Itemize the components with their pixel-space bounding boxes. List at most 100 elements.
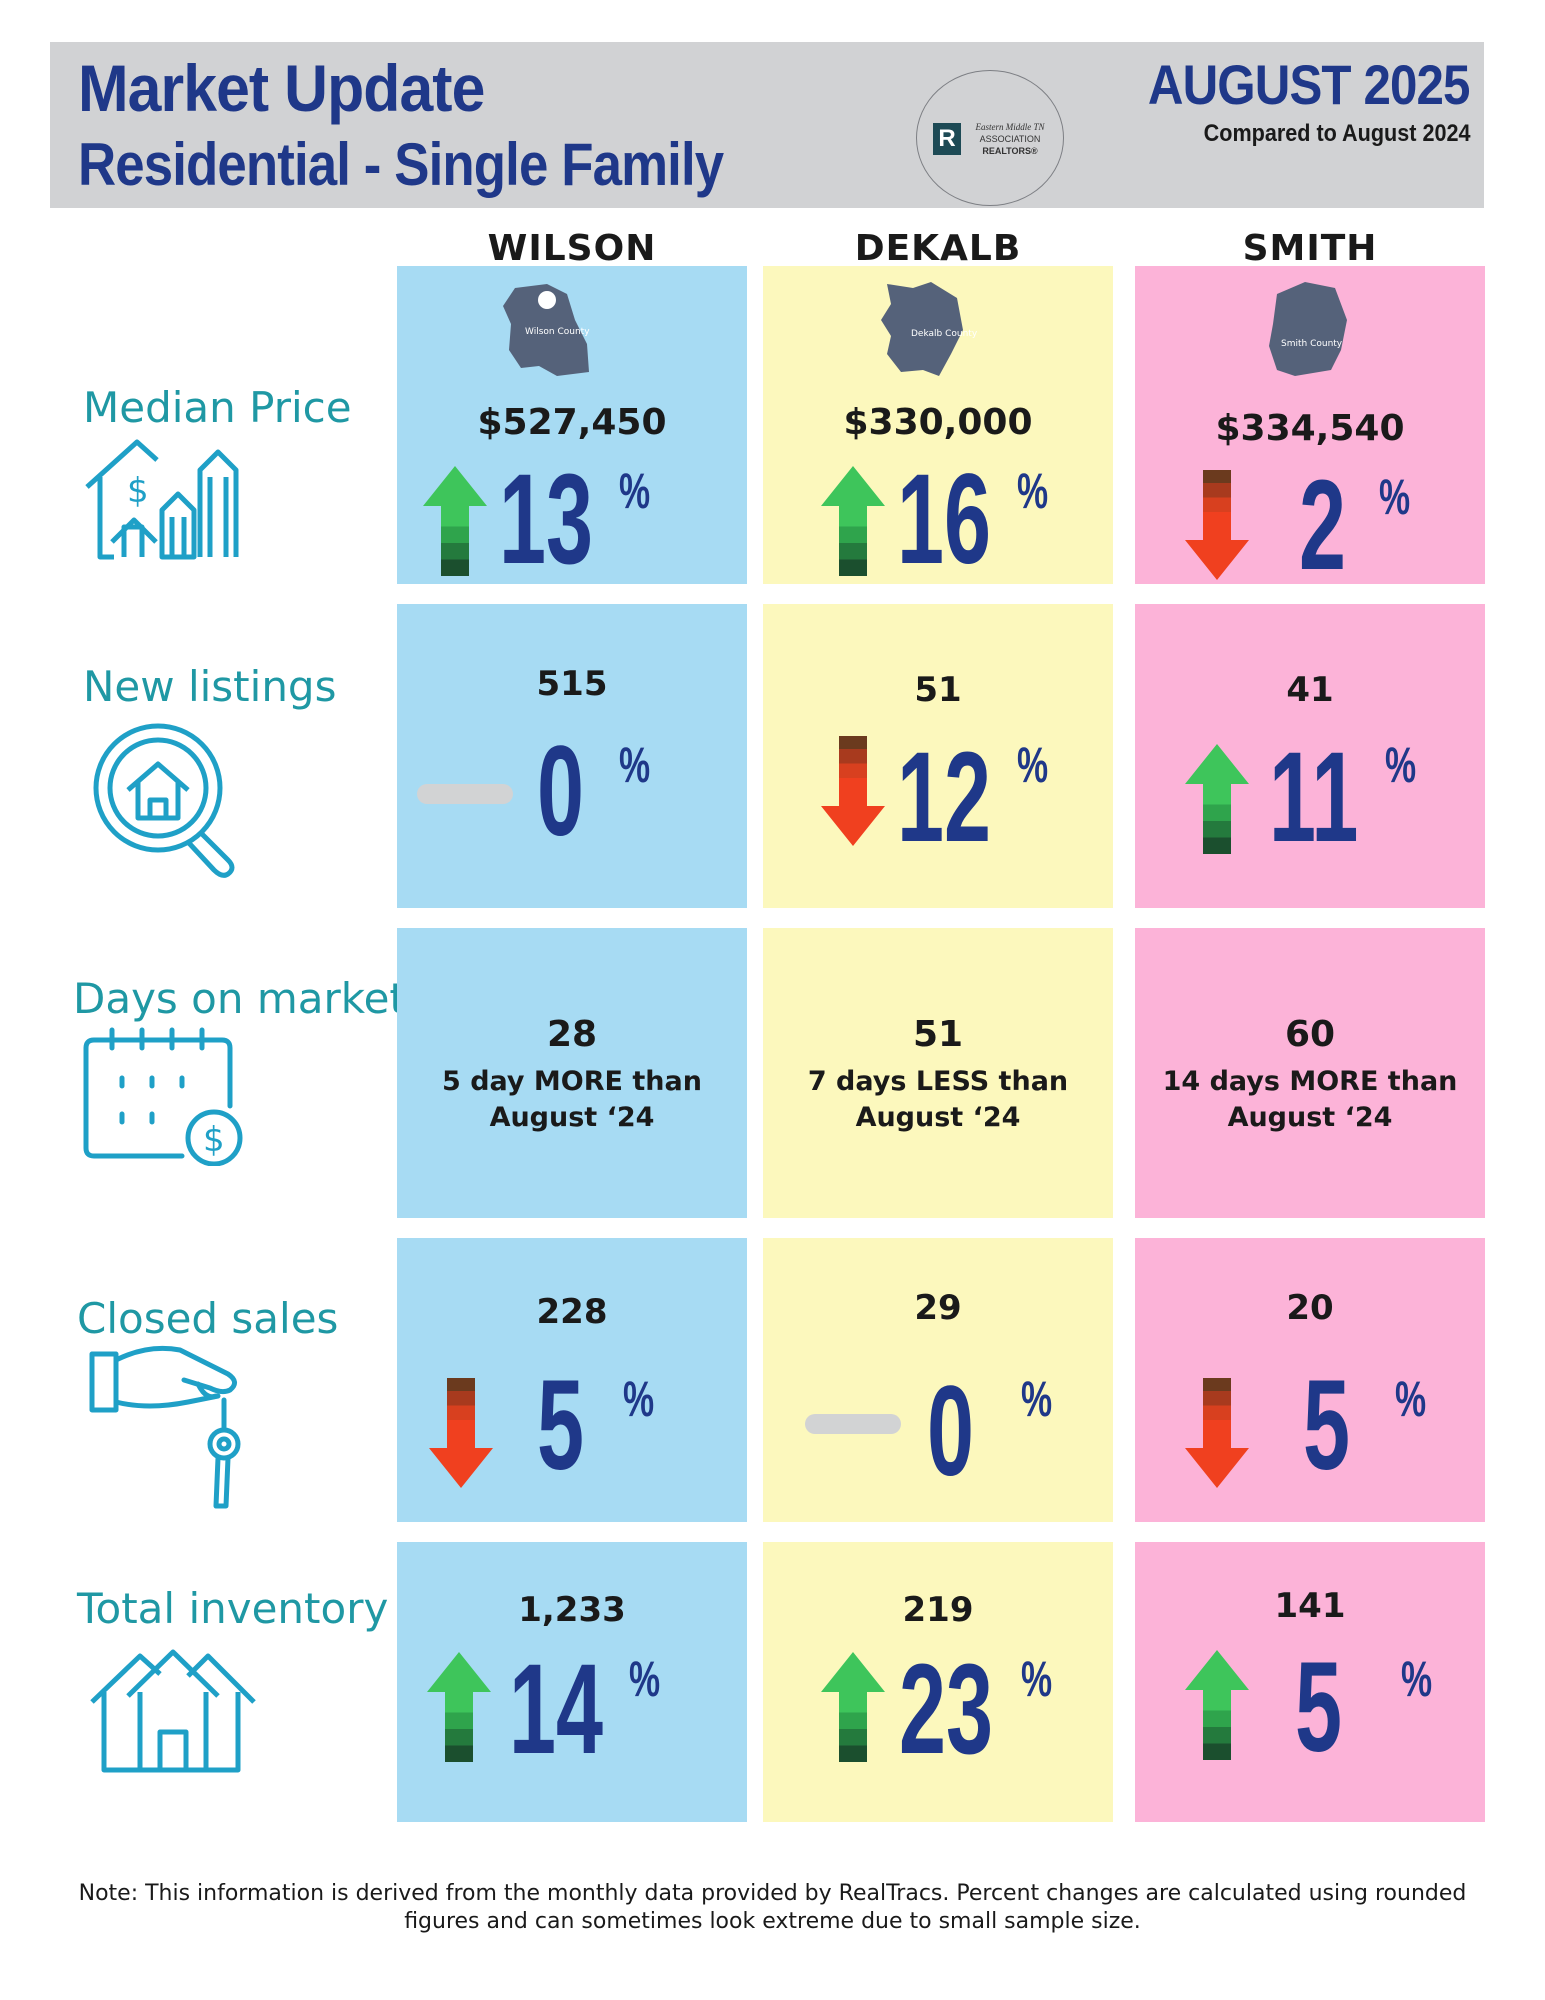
svg-text:$: $ bbox=[127, 471, 149, 511]
no-change-dash-icon bbox=[805, 1414, 901, 1434]
median-price-wilson: $527,450 bbox=[477, 402, 667, 443]
pct-change-closed-sales-wilson: 5 bbox=[537, 1354, 584, 1497]
row-label-days-on-market: Days on market bbox=[73, 974, 406, 1023]
up-arrow-icon bbox=[821, 466, 885, 576]
svg-text:Smith County: Smith County bbox=[1281, 339, 1343, 349]
card-new-listings-wilson: 515 0 % bbox=[397, 604, 747, 908]
hand-key-icon bbox=[89, 1345, 241, 1509]
logo-line-2: ASSOCIATION bbox=[979, 134, 1041, 144]
card-days-on-market-wilson: 28 5 day MORE than August ‘24 bbox=[397, 928, 747, 1218]
percent-sign: % bbox=[1021, 1371, 1053, 1427]
card-new-listings-smith: 41 11 % bbox=[1135, 604, 1485, 908]
median-price-dekalb: $330,000 bbox=[843, 402, 1033, 443]
svg-text:Wilson County: Wilson County bbox=[525, 327, 590, 337]
percent-sign: % bbox=[619, 463, 651, 519]
comparison-period: Compared to August 2024 bbox=[1203, 120, 1470, 147]
card-closed-sales-dekalb: 29 0 % bbox=[763, 1238, 1113, 1522]
dom-comparison-line-2: August ‘24 bbox=[489, 1102, 655, 1133]
percent-sign: % bbox=[1017, 737, 1049, 793]
dekalb-county-map-icon: Dekalb County bbox=[881, 282, 978, 376]
down-arrow-icon bbox=[821, 736, 885, 846]
pct-change-new-listings-dekalb: 12 bbox=[897, 726, 991, 869]
dom-comparison-line-1: 7 days LESS than bbox=[807, 1066, 1069, 1097]
card-total-inventory-dekalb: 219 23 % bbox=[763, 1542, 1113, 1822]
row-label-closed-sales: Closed sales bbox=[77, 1294, 339, 1343]
down-arrow-icon bbox=[1185, 470, 1249, 580]
pct-change-median-price-dekalb: 16 bbox=[897, 448, 991, 591]
card-median-price-dekalb: Dekalb County $330,000 16 % bbox=[763, 266, 1113, 584]
svg-text:$: $ bbox=[203, 1120, 225, 1160]
percent-sign: % bbox=[1017, 463, 1049, 519]
closed-sales-wilson: 228 bbox=[536, 1292, 608, 1332]
row-label-new-listings: New listings bbox=[83, 662, 337, 711]
percent-sign: % bbox=[1385, 737, 1417, 793]
percent-sign: % bbox=[1401, 1651, 1433, 1707]
logo-line-1: Eastern Middle TN bbox=[975, 122, 1045, 132]
up-arrow-icon bbox=[1185, 1650, 1249, 1760]
percent-sign: % bbox=[629, 1651, 661, 1707]
days-on-market-dekalb: 51 bbox=[912, 1014, 964, 1055]
card-total-inventory-wilson: 1,233 14 % bbox=[397, 1542, 747, 1822]
houses-icon bbox=[90, 1649, 256, 1773]
total-inventory-wilson: 1,233 bbox=[518, 1590, 626, 1630]
card-days-on-market-smith: 60 14 days MORE than August ‘24 bbox=[1135, 928, 1485, 1218]
pct-change-total-inventory-dekalb: 23 bbox=[899, 1638, 993, 1781]
total-inventory-smith: 141 bbox=[1274, 1586, 1346, 1626]
percent-sign: % bbox=[623, 1371, 655, 1427]
up-arrow-icon bbox=[1185, 744, 1249, 854]
realtors-association-logo: R Eastern Middle TN ASSOCIATION REALTORS… bbox=[916, 70, 1064, 206]
percent-sign: % bbox=[1395, 1371, 1427, 1427]
dom-comparison-line-2: August ‘24 bbox=[1227, 1102, 1393, 1133]
percent-sign: % bbox=[619, 737, 651, 793]
new-listings-dekalb: 51 bbox=[914, 670, 962, 710]
smith-county-map-icon: Smith County bbox=[1269, 282, 1347, 376]
percent-sign: % bbox=[1021, 1651, 1053, 1707]
card-closed-sales-smith: 20 5 % bbox=[1135, 1238, 1485, 1522]
page-subtitle: Residential - Single Family bbox=[78, 131, 724, 198]
down-arrow-icon bbox=[1185, 1378, 1249, 1488]
pct-change-new-listings-wilson: 0 bbox=[537, 720, 584, 863]
pct-change-median-price-smith: 2 bbox=[1299, 454, 1346, 597]
svg-text:Dekalb County: Dekalb County bbox=[911, 329, 978, 339]
calendar-dollar-icon: $ bbox=[83, 1027, 243, 1166]
days-on-market-wilson: 28 bbox=[546, 1014, 598, 1055]
card-median-price-wilson: Wilson County $527,450 13 % bbox=[397, 266, 747, 584]
pct-change-total-inventory-wilson: 14 bbox=[509, 1638, 603, 1781]
total-inventory-dekalb: 219 bbox=[902, 1590, 974, 1630]
up-arrow-icon bbox=[427, 1652, 491, 1762]
report-month: AUGUST 2025 bbox=[1148, 53, 1471, 116]
realtor-r-logo-icon: R bbox=[933, 123, 961, 155]
new-listings-smith: 41 bbox=[1286, 670, 1334, 710]
footnote: Note: This information is derived from t… bbox=[78, 1881, 1467, 1934]
column-header-smith: SMITH bbox=[1242, 228, 1378, 269]
column-header-wilson: WILSON bbox=[487, 228, 657, 269]
new-listings-wilson: 515 bbox=[536, 664, 608, 704]
percent-sign: % bbox=[1379, 469, 1411, 525]
up-arrow-icon bbox=[821, 1652, 885, 1762]
pct-change-total-inventory-smith: 5 bbox=[1295, 1636, 1342, 1779]
dom-comparison-line-1: 5 day MORE than bbox=[442, 1066, 702, 1097]
card-closed-sales-wilson: 228 5 % bbox=[397, 1238, 747, 1522]
pct-change-median-price-wilson: 13 bbox=[499, 448, 593, 591]
row-label-total-inventory: Total inventory bbox=[77, 1584, 389, 1633]
column-header-dekalb: DEKALB bbox=[854, 228, 1022, 269]
house-magnifier-icon bbox=[93, 723, 235, 878]
page-title: Market Update bbox=[78, 51, 485, 125]
wilson-county-map-icon: Wilson County bbox=[503, 284, 590, 376]
up-arrow-icon bbox=[423, 466, 487, 576]
row-label-median-price: Median Price bbox=[83, 383, 352, 432]
card-total-inventory-smith: 141 5 % bbox=[1135, 1542, 1485, 1822]
dom-comparison-line-2: August ‘24 bbox=[855, 1102, 1021, 1133]
pct-change-new-listings-smith: 11 bbox=[1269, 726, 1359, 869]
header-banner: Market Update Residential - Single Famil… bbox=[50, 42, 1484, 208]
days-on-market-smith: 60 bbox=[1284, 1014, 1336, 1055]
down-arrow-icon bbox=[429, 1378, 493, 1488]
house-dollar-growth-icon: $ bbox=[85, 439, 239, 560]
pct-change-closed-sales-dekalb: 0 bbox=[927, 1360, 974, 1503]
closed-sales-dekalb: 29 bbox=[914, 1288, 962, 1328]
pct-change-closed-sales-smith: 5 bbox=[1303, 1354, 1350, 1497]
card-median-price-smith: Smith County $334,540 2 % bbox=[1135, 266, 1485, 590]
card-new-listings-dekalb: 51 12 % bbox=[763, 604, 1113, 908]
logo-line-3: REALTORS® bbox=[982, 146, 1038, 156]
card-days-on-market-dekalb: 51 7 days LESS than August ‘24 bbox=[763, 928, 1113, 1218]
